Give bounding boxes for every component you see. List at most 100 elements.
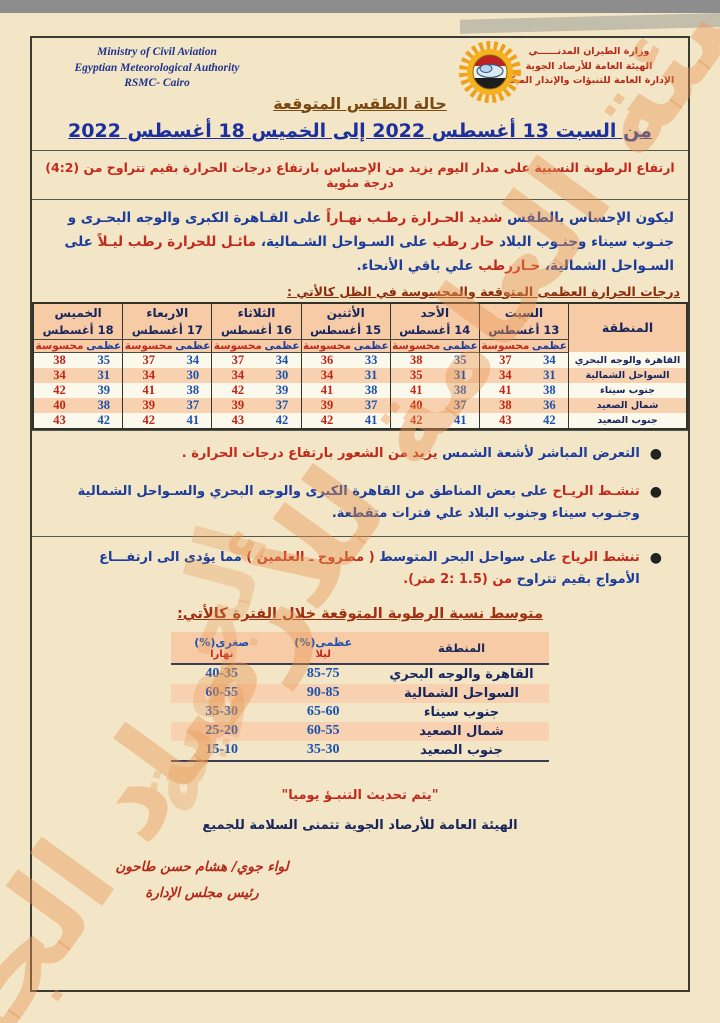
- temperature-section-heading: درجات الحرارة العظمى المتوقعة والمحسوسة …: [287, 283, 680, 299]
- humidity-col-min: صغرى(%) نهارا: [171, 631, 273, 664]
- rsmc-label: RSMC- Cairo: [124, 77, 190, 90]
- humidity-col-region: المنطقة: [374, 631, 549, 664]
- forecast-date-range: من السبت 13 أغسطس 2022 إلى الخميس 18 أغس…: [68, 119, 652, 142]
- temp-max-value: 31: [85, 367, 124, 383]
- text-segment: على القـاهرة الكبرى والوجه البحـرى و جنـ…: [67, 209, 674, 250]
- temp-subheader-felt: محسوسة: [33, 339, 86, 353]
- temp-felt-value: 35: [409, 367, 423, 382]
- text-segment: مما يؤدى الى ارتفـــاع الأمواج بقيم تترا…: [99, 550, 640, 587]
- authority-name-ar: الهيئة العامة للأرصاد الجوية: [525, 60, 653, 72]
- text-segment: على السـواحل الشـمالية،: [256, 233, 428, 250]
- min-label: صغرى(%): [194, 635, 250, 649]
- temp-region-cell: السواحل الشمالية: [568, 367, 688, 383]
- temp-max-value: 41: [352, 412, 391, 429]
- text-segment: يزيد من الشعور بارتفاع درجات الحرارة .: [181, 445, 438, 461]
- ministry-name-en: Ministry of Civil Aviation: [97, 46, 217, 58]
- text-segment: على بعض المناطق من القاهرة الكبرى والوجه…: [77, 484, 640, 521]
- text-segment: تنشـط الريـاح: [547, 484, 640, 500]
- text-segment: تنشط الرياح: [556, 550, 640, 566]
- temp-felt-value: 36: [320, 352, 334, 367]
- humidity-max-value: 65-60: [306, 704, 340, 720]
- temp-felt-value: 34: [320, 367, 334, 382]
- temp-max-value: 42: [263, 412, 302, 429]
- temp-max-value: 41: [441, 412, 480, 429]
- divider: [32, 429, 688, 431]
- humidity-region-cell: جنوب الصعيد: [420, 742, 503, 758]
- temp-felt-value: 39: [142, 397, 156, 412]
- temp-felt-value: 38: [409, 352, 423, 367]
- humidity-region-cell: شمال الصعيد: [419, 723, 504, 739]
- temp-max-value: 34: [174, 352, 213, 368]
- notes-list: ● التعرض المباشر لأشعة الشمس يزيد من الش…: [32, 443, 688, 524]
- list-item: ● تنشـط الريـاح على بعض المناطق من القاه…: [62, 481, 662, 524]
- authority-wish-line: الهيئة العامة للأرصاد الجوية تتمنى السلا…: [202, 817, 518, 833]
- letterhead: Ministry of Civil Aviation Egyptian Mete…: [32, 38, 688, 92]
- bullet-icon: ●: [649, 484, 662, 501]
- temp-felt-value: 34: [53, 367, 66, 382]
- temp-day-header: السبت 13 أغسطس: [479, 302, 570, 340]
- text-segment: من (1.5 :2 متر).: [403, 571, 513, 587]
- update-note: "يتم تحديث التنبـؤ يوميا": [281, 787, 439, 803]
- temp-table-row: شمال الصعيد 36 38 37 40 37 39 37 39 37 39 38 40: [33, 397, 688, 413]
- temp-subheader-max: عظمى: [530, 339, 569, 353]
- letterhead-arabic: وزارة الطيران المدنــــــي الهيئة العامة…: [500, 45, 678, 89]
- text-segment: مائـل للحرارة رطب ليـلاً: [92, 233, 257, 250]
- text-segment: على سواحل البحر المتوسط: [374, 550, 557, 566]
- min-sublabel: نهارا: [210, 648, 234, 660]
- temp-felt-value: 40: [409, 397, 423, 412]
- temp-felt-value: 37: [142, 352, 156, 367]
- temp-subheader-max: عظمى: [174, 339, 213, 353]
- temp-subheader-row: عظمى محسوسة عظمى محسوسة عظمى محسوسة عظمى محسوسة…: [33, 339, 687, 353]
- temp-table-row: القاهرة والوجه البحري 34 37 35 38 33 36 34 37 34 3…: [33, 352, 688, 368]
- temp-max-value: 38: [85, 397, 124, 413]
- humidity-table: المنطقة عظمى(%) ليلا صغرى(%) نهارا القاه…: [171, 631, 549, 762]
- text-segment: ( مطروح ـ العلمين ): [241, 550, 375, 566]
- ministry-name-ar: وزارة الطيران المدنــــــي: [528, 46, 650, 57]
- list-item: ● التعرض المباشر لأشعة الشمس يزيد من الش…: [62, 443, 662, 465]
- note-text: تنشط الرياح على سواحل البحر المتوسط ( مط…: [62, 547, 640, 590]
- temp-felt-value: 34: [142, 367, 156, 382]
- temp-felt-value: 41: [499, 382, 512, 397]
- humidity-region-cell: القاهرة والوجه البحري: [389, 666, 534, 682]
- temp-subheader-felt: محسوسة: [211, 339, 264, 353]
- divider: [32, 198, 688, 200]
- temp-felt-value: 38: [499, 397, 512, 412]
- temp-max-value: 37: [352, 397, 391, 413]
- text-segment: ليكون الإحساس بالطقس: [502, 209, 674, 226]
- text-segment: حـاررطب: [473, 257, 541, 274]
- bullet-icon: ●: [649, 550, 662, 567]
- list-item: ● تنشط الرياح على سواحل البحر المتوسط ( …: [62, 547, 662, 590]
- divider: [32, 536, 688, 538]
- temp-max-value: 35: [85, 352, 124, 368]
- temp-felt-value: 34: [231, 367, 245, 382]
- temp-max-value: 38: [174, 382, 213, 398]
- humidity-col-max: عظمى(%) ليلا: [272, 631, 374, 664]
- note-text: تنشـط الريـاح على بعض المناطق من القاهرة…: [62, 481, 640, 524]
- temp-max-value: 38: [352, 382, 391, 398]
- humidity-min-value: 15-10: [205, 742, 239, 758]
- humidity-table-row: شمال الصعيد 60-55 25-20: [171, 721, 549, 741]
- temp-max-value: 35: [441, 352, 480, 368]
- humidity-max-value: 60-55: [306, 723, 340, 739]
- temp-subheader-max: عظمى: [85, 339, 124, 353]
- temp-max-value: 37: [441, 397, 480, 413]
- temp-region-cell: القاهرة والوجه البحري: [568, 352, 688, 368]
- temp-max-value: 34: [530, 352, 569, 368]
- temp-max-value: 41: [174, 412, 213, 429]
- humidity-header-row: المنطقة عظمى(%) ليلا صغرى(%) نهارا: [171, 631, 549, 664]
- temp-subheader-felt: محسوسة: [390, 339, 442, 353]
- humidity-table-row: جنوب سيناء 65-60 35-30: [171, 703, 549, 722]
- text-segment: حار رطب: [427, 233, 495, 250]
- text-segment: التعرض المباشر لأشعة الشمس: [437, 445, 640, 461]
- temp-table-row: السواحل الشمالية 31 34 31 35 31 34 30 34 30 34 31 34: [33, 367, 688, 383]
- authority-name-en: Egyptian Meteorological Authority: [74, 61, 240, 74]
- humidity-max-value: 85-75: [306, 666, 340, 682]
- humidity-intro-paragraph: ارتفاع الرطوبة النسبية على مدار اليوم يز…: [45, 159, 675, 190]
- temp-max-value: 38: [441, 382, 480, 398]
- temp-felt-value: 41: [320, 382, 334, 397]
- temp-felt-value: 39: [320, 397, 334, 412]
- note-text: التعرض المباشر لأشعة الشمس يزيد من الشعو…: [182, 443, 640, 465]
- temp-felt-value: 41: [409, 382, 423, 397]
- document-title: حالة الطقس المتوقعة: [273, 93, 447, 113]
